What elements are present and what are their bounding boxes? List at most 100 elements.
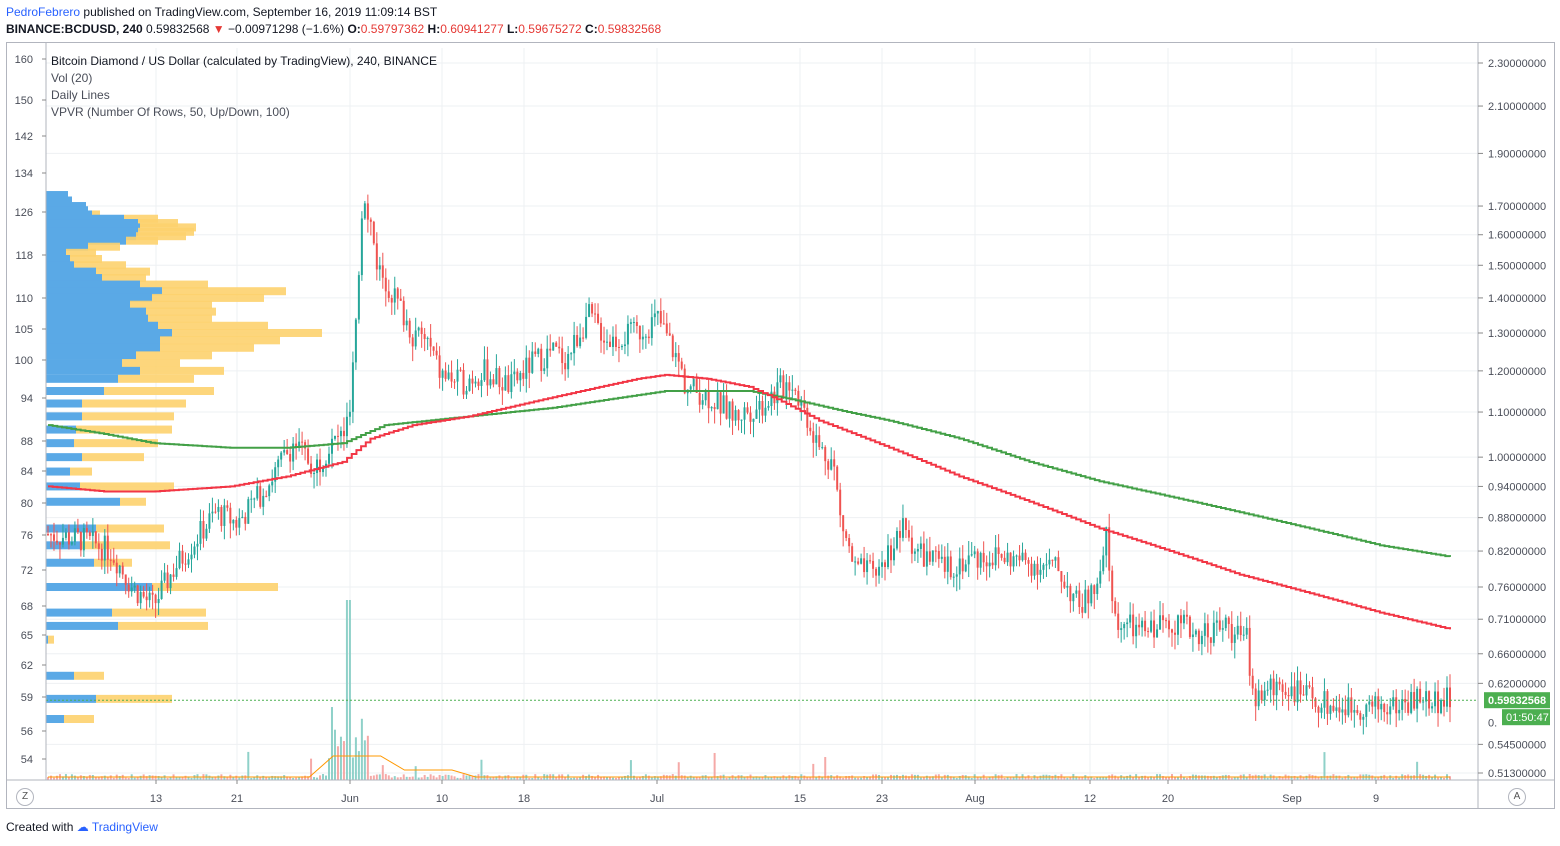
- volume-bar: [396, 777, 399, 780]
- candle-body: [483, 359, 486, 381]
- tradingview-logo-icon[interactable]: ☁: [76, 820, 89, 834]
- candle-body: [1102, 555, 1105, 572]
- volume-bar: [940, 777, 943, 780]
- candle-body: [1173, 632, 1176, 635]
- candle-body: [558, 346, 561, 349]
- vp-bar-down: [138, 219, 178, 228]
- candle-body: [1209, 637, 1212, 643]
- candle-body: [701, 400, 704, 405]
- volume-bar: [1018, 776, 1021, 780]
- candle-body: [477, 381, 480, 386]
- candle-body: [725, 395, 728, 419]
- volume-bar: [432, 775, 435, 780]
- volume-bar: [1132, 777, 1135, 780]
- volume-bar: [292, 777, 295, 780]
- candle-body: [319, 459, 322, 473]
- vp-bar-down: [152, 293, 264, 302]
- candle-body: [1440, 700, 1443, 714]
- candle-body: [543, 368, 546, 371]
- candle-body: [937, 550, 940, 559]
- candle-body: [396, 288, 399, 299]
- volume-bar: [1006, 777, 1009, 780]
- volume-bar: [366, 735, 369, 780]
- candle-body: [91, 531, 94, 536]
- candle-body: [728, 401, 731, 419]
- candle-body: [746, 407, 749, 413]
- vp-bar-up: [46, 280, 140, 289]
- volume-bar: [887, 777, 890, 780]
- open-value: 0.59797362: [360, 22, 425, 36]
- high-label: H:: [427, 22, 441, 36]
- author-link[interactable]: PedroFebrero: [6, 5, 81, 19]
- candle-body: [904, 518, 907, 531]
- tradingview-brand[interactable]: TradingView: [91, 820, 158, 834]
- candle-body: [238, 518, 241, 528]
- auto-scale-button[interactable]: A: [1508, 788, 1526, 806]
- volume-bar: [175, 776, 178, 780]
- volume-bar: [881, 776, 884, 780]
- volume-bar: [1278, 776, 1281, 780]
- volume-bar: [217, 775, 220, 780]
- volume-bar: [1395, 775, 1398, 780]
- candle-body: [1449, 687, 1451, 708]
- vp-bar-up: [46, 236, 126, 245]
- candle-body: [1203, 623, 1206, 636]
- vp-bar-down: [126, 236, 158, 245]
- volume-bar: [336, 746, 339, 780]
- candle-body: [1141, 620, 1144, 628]
- volume-bar: [860, 777, 863, 780]
- volume-bar: [528, 777, 531, 780]
- volume-bar: [1144, 775, 1147, 780]
- candle-body: [106, 535, 109, 560]
- candle-body: [1248, 627, 1251, 676]
- volume-bar: [815, 776, 818, 780]
- volume-bar: [997, 775, 1000, 780]
- candle-body: [704, 390, 707, 401]
- candle-body: [854, 561, 857, 563]
- left-axis-label: 59: [21, 692, 33, 704]
- candle-body: [1302, 694, 1305, 696]
- volume-bar: [680, 775, 683, 780]
- right-axis-label: 1.60000000: [1488, 230, 1546, 242]
- vp-bar-down: [120, 497, 146, 506]
- volume-bar: [414, 766, 417, 780]
- candle-body: [58, 542, 61, 545]
- legend-title: Bitcoin Diamond / US Dollar (calculated …: [51, 54, 437, 68]
- candle-body: [402, 300, 405, 326]
- vp-bar-down: [74, 439, 158, 448]
- volume-bar: [1168, 777, 1171, 780]
- vp-bar-up: [46, 227, 138, 236]
- candle-body: [1036, 563, 1039, 575]
- right-axis-label: 0.71000000: [1488, 614, 1546, 626]
- candle-body: [919, 543, 922, 549]
- candle-body: [393, 288, 396, 303]
- volume-bar: [486, 775, 489, 780]
- vp-bar-up: [46, 242, 88, 251]
- volume-bar: [1374, 777, 1377, 780]
- volume-bar: [187, 776, 190, 780]
- candle-body: [1341, 709, 1344, 713]
- volume-bar: [898, 776, 901, 780]
- candle-body: [145, 596, 148, 601]
- vp-bar-up: [46, 255, 70, 264]
- candle-body: [250, 498, 253, 500]
- candle-body: [1093, 585, 1096, 595]
- volume-bar: [1302, 777, 1305, 780]
- volume-bar: [97, 776, 100, 780]
- volume-bar: [806, 776, 809, 780]
- candle-body: [611, 336, 614, 347]
- last-price-tag: [1484, 692, 1550, 709]
- volume-bar: [606, 777, 609, 780]
- candle-body: [169, 574, 172, 589]
- volume-bar: [375, 774, 378, 780]
- footer: Created with ☁ TradingView: [6, 820, 158, 834]
- candle-body: [423, 334, 426, 340]
- zoom-reset-button[interactable]: Z: [16, 788, 34, 806]
- candle-body: [653, 313, 656, 318]
- candle-body: [1299, 680, 1302, 695]
- volume-bar: [626, 775, 629, 780]
- volume-bar: [166, 777, 169, 780]
- vp-bar-down: [82, 541, 170, 550]
- volume-bar: [136, 776, 139, 780]
